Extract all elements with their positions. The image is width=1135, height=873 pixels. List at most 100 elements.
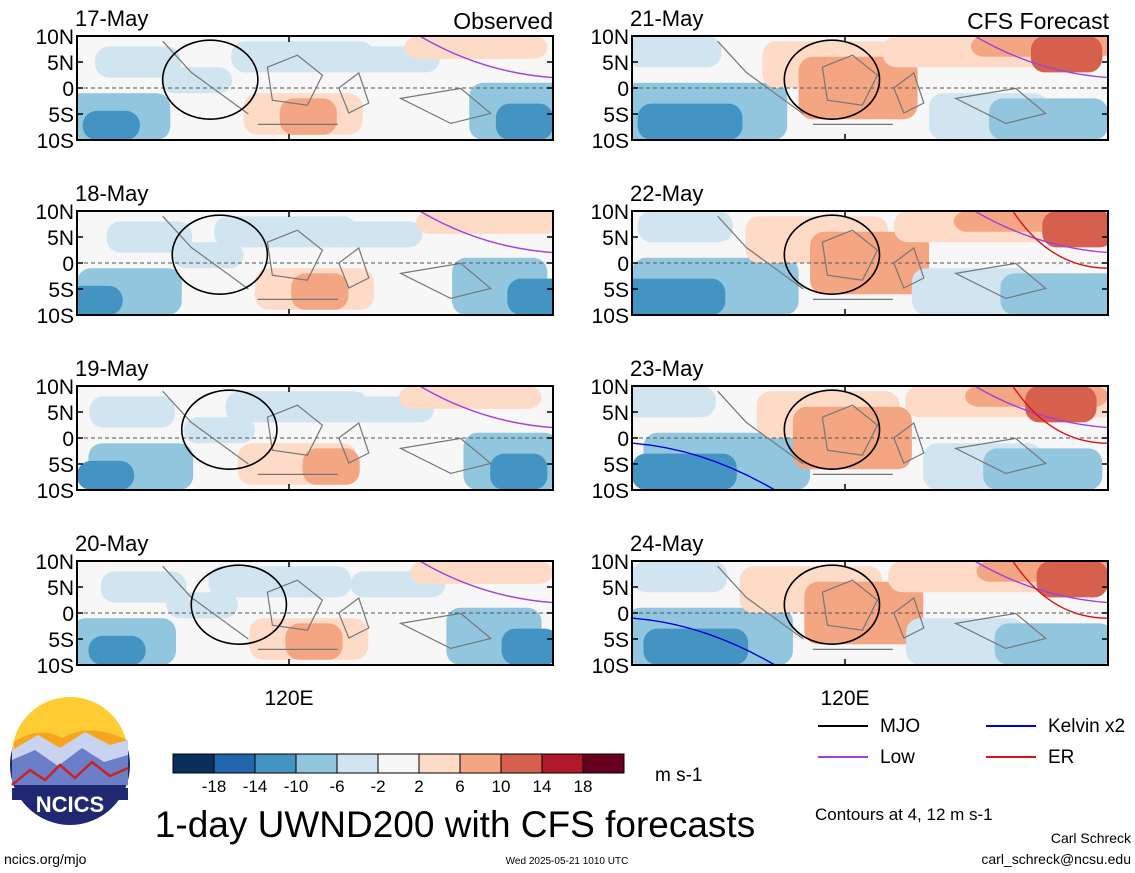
lat-tick-label: 10N [35, 201, 74, 224]
panel-date: 17-May [75, 6, 148, 31]
coastline [162, 215, 492, 300]
colorbar-swatch [418, 753, 461, 774]
lat-tick-label: 10N [35, 551, 74, 574]
panel-date: 18-May [75, 181, 148, 206]
colorbar-swatch [336, 753, 379, 774]
lat-tick-label: 10N [590, 201, 629, 224]
legend-label: Kelvin x2 [1048, 716, 1125, 737]
colorbar: -18 -14 -10 -6 -2 2 6 10 14 18 [172, 753, 625, 796]
wind-anomaly-region [279, 98, 337, 135]
lat-tick-label: 5S [48, 454, 74, 477]
lat-tick-label: 0 [617, 78, 629, 101]
lat-tick-label: 10S [37, 130, 74, 153]
wind-anomaly-region [1000, 273, 1108, 315]
lat-tick-label: 10S [592, 480, 629, 503]
wind-anomaly-region [1042, 211, 1108, 248]
lat-tick-label: 10S [592, 130, 629, 153]
colorbar-tick-label: 14 [533, 777, 552, 796]
lat-tick-label: 10S [592, 305, 629, 328]
wind-anomaly-region [77, 460, 135, 490]
coastline [162, 390, 492, 475]
kelvin-contour [632, 442, 776, 490]
colorbar-tick-label: 2 [414, 777, 423, 796]
colorbar-tick-label: -18 [202, 777, 227, 796]
footer-email: carl_schreck@ncsu.edu [981, 851, 1131, 867]
legend-label: MJO [880, 716, 920, 737]
wind-anomaly-region [160, 67, 233, 94]
lat-tick-label: 5N [47, 402, 74, 425]
coastline [162, 565, 492, 650]
low-contour [974, 561, 1108, 604]
lat-tick-label: 5S [603, 629, 629, 652]
panel-date: 24-May [630, 531, 703, 556]
footer-timestamp: Wed 2025-05-21 1010 UTC [506, 856, 629, 867]
colorbar-swatch [254, 753, 297, 774]
observed-column: 17-May10N5N05S10S18-May10N5N05S10S19-May… [35, 6, 554, 678]
wind-anomaly-region [1036, 561, 1108, 598]
wind-anomaly-region [1030, 36, 1103, 73]
lat-tick-label: 10S [37, 305, 74, 328]
lat-tick-label: 5N [602, 227, 629, 250]
lat-tick-label: 10N [590, 376, 629, 399]
wind-field [632, 211, 1108, 315]
wind-field [77, 386, 553, 490]
lat-tick-label: 0 [62, 428, 74, 451]
wind-anomaly-region [327, 221, 423, 248]
wind-anomaly-region [983, 448, 1103, 490]
lat-tick-label: 5N [47, 52, 74, 75]
colorbar-tick-label: 18 [574, 777, 593, 796]
coastline [717, 40, 1047, 125]
lat-tick-label: 5S [603, 104, 629, 127]
kelvin-contour [632, 617, 776, 665]
mjo-contour [190, 564, 288, 646]
lat-tick-label: 5S [48, 629, 74, 652]
legend-label: Low [880, 747, 915, 768]
contours-note: Contours at 4, 12 m s-1 [815, 805, 993, 824]
colorbar-swatch [500, 753, 543, 774]
mjo-contour [783, 389, 881, 471]
lat-tick-label: 10N [590, 551, 629, 574]
low-contour [974, 36, 1108, 79]
colorbar-tick-label: -2 [370, 777, 385, 796]
wind-anomaly-region [495, 103, 553, 140]
wind-field [77, 561, 553, 665]
mjo-contour [783, 564, 881, 646]
footer-author: Carl Schreck [1051, 830, 1132, 846]
lat-tick-label: 10S [37, 480, 74, 503]
lat-tick-label: 0 [617, 603, 629, 626]
wind-anomaly-region [77, 285, 123, 315]
wind-anomaly-region [810, 231, 930, 295]
lat-tick-label: 0 [62, 603, 74, 626]
wind-field [77, 36, 553, 140]
low-contour [419, 561, 553, 604]
wind-anomaly-region [398, 386, 542, 409]
lat-tick-label: 10N [35, 376, 74, 399]
lat-tick-label: 0 [62, 253, 74, 276]
lat-tick-label: 5N [602, 402, 629, 425]
footer-url: ncics.org/mjo [4, 851, 87, 867]
colorbar-swatch [213, 753, 256, 774]
panel-date: 20-May [75, 531, 148, 556]
wind-field [632, 561, 1108, 665]
colorbar-swatch [377, 753, 420, 774]
wind-anomaly-region [302, 448, 360, 485]
lat-tick-label: 10N [35, 26, 74, 49]
wind-anomaly-region [643, 628, 749, 665]
wind-field [632, 36, 1108, 140]
lat-tick-label: 0 [62, 78, 74, 101]
wind-anomaly-region [632, 561, 728, 593]
wind-anomaly-region [415, 211, 553, 234]
wind-anomaly-region [507, 278, 553, 315]
wind-anomaly-region [89, 396, 176, 428]
legend: MJO Kelvin x2 Low ER [818, 716, 1125, 768]
colorbar-swatch [541, 753, 584, 774]
wind-anomaly-region [637, 211, 733, 243]
colorbar-swatch [459, 753, 502, 774]
